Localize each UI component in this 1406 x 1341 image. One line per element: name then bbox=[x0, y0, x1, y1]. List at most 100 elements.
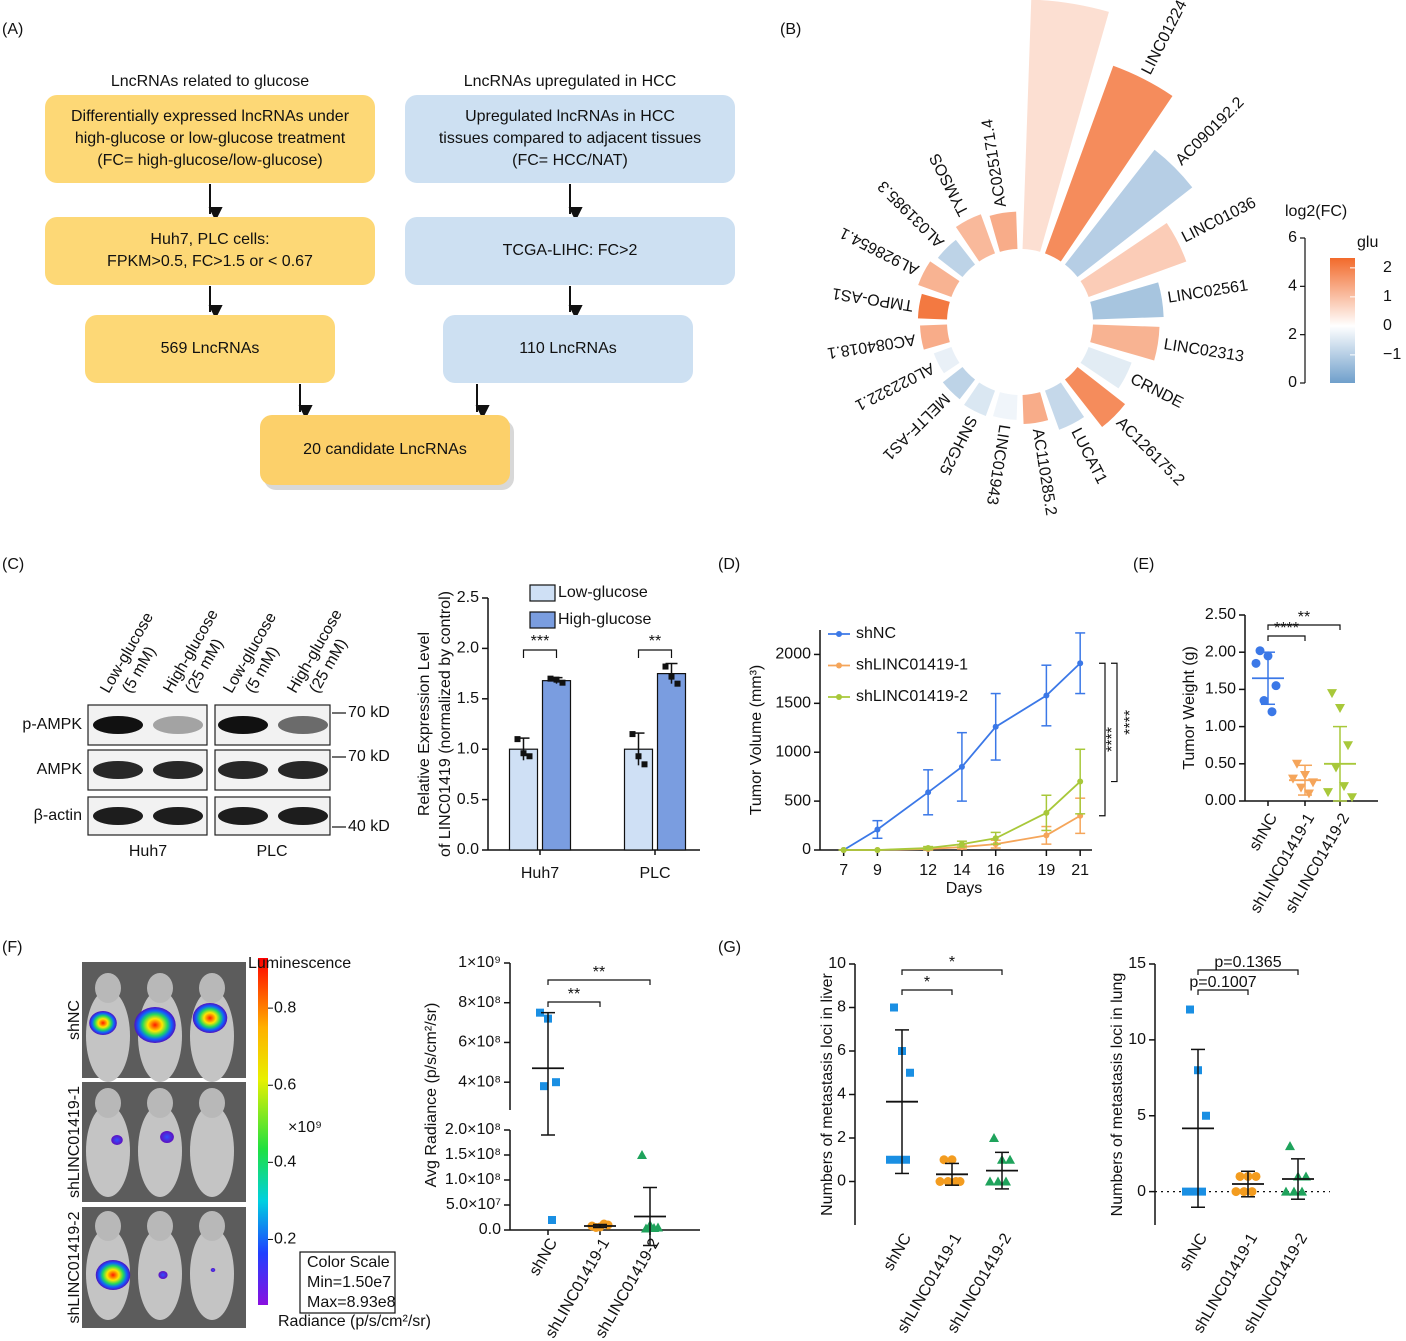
legend-tick-label: 6 bbox=[1288, 229, 1297, 246]
significance-bracket bbox=[547, 979, 651, 985]
category-label: AC126175.2 bbox=[1113, 414, 1188, 489]
flow-node bbox=[443, 315, 693, 383]
y-tick-label: 2.00 bbox=[1205, 643, 1236, 660]
data-point bbox=[1255, 646, 1265, 656]
data-point bbox=[1043, 809, 1050, 816]
signal-blob bbox=[89, 1011, 117, 1035]
data-point bbox=[894, 1155, 902, 1164]
significance-label: *** bbox=[531, 633, 550, 650]
y-tick-label: 2.0×10⁸ bbox=[445, 1121, 501, 1138]
data-point bbox=[1043, 832, 1050, 839]
marker-label: 70 kD bbox=[348, 704, 390, 721]
blot-band bbox=[93, 761, 143, 779]
blot-band bbox=[153, 716, 203, 734]
significance-label: * bbox=[949, 954, 955, 971]
color-scale-text: Min=1.50e7 bbox=[307, 1274, 391, 1291]
mouse-head bbox=[95, 973, 121, 1003]
data-point bbox=[1304, 789, 1314, 799]
data-point bbox=[874, 826, 881, 833]
radial-bar bbox=[955, 214, 996, 262]
panel-label: (A) bbox=[2, 21, 23, 38]
data-point bbox=[1327, 689, 1337, 699]
node-text: (FC= HCC/NAT) bbox=[512, 152, 628, 169]
blot-band bbox=[218, 761, 268, 779]
node-text: Differentially expressed lncRNAs under bbox=[71, 108, 350, 125]
significance-bracket bbox=[522, 649, 558, 658]
data-point bbox=[536, 1008, 544, 1017]
data-point bbox=[935, 1177, 945, 1186]
y-tick-label: 0 bbox=[837, 1173, 846, 1190]
data-point bbox=[1289, 1186, 1299, 1196]
y-tick-label: 6 bbox=[837, 1042, 846, 1059]
category-label: CRNDE bbox=[1127, 371, 1185, 412]
y-tick-label: 1.50 bbox=[1205, 681, 1236, 698]
y-axis-title: Numbers of metastasis loci in lung bbox=[1109, 973, 1126, 1217]
blot-band bbox=[278, 716, 328, 734]
y-axis-title: Tumor Weight (g) bbox=[1181, 646, 1198, 770]
legend-marker bbox=[836, 694, 842, 700]
colorbar-label: 0.8 bbox=[274, 999, 296, 1016]
category-label: LINC02561 bbox=[1167, 277, 1250, 306]
radial-bar bbox=[1080, 223, 1187, 298]
data-point bbox=[1331, 763, 1341, 773]
unit-label: Radiance (p/s/cm²/sr) bbox=[278, 1313, 431, 1330]
panel-label: (G) bbox=[718, 939, 741, 956]
category-label: AL031985.3 bbox=[875, 177, 948, 250]
data-point bbox=[637, 1150, 647, 1159]
data-point bbox=[1182, 1187, 1190, 1196]
legend-label: shLINC01419-2 bbox=[856, 688, 968, 705]
colorbar bbox=[258, 958, 268, 1305]
data-point bbox=[1339, 782, 1349, 792]
y-tick-label: 2.5 bbox=[457, 589, 479, 606]
mouse-head bbox=[147, 973, 173, 1003]
legend-label: shNC bbox=[856, 625, 896, 642]
node-text: Huh7, PLC cells: bbox=[150, 231, 269, 248]
group-label: shLINC01419-1 bbox=[66, 1086, 83, 1198]
radial-bar bbox=[917, 293, 950, 320]
y-tick-label: 10 bbox=[1128, 1031, 1146, 1048]
legend-swatch bbox=[529, 611, 556, 629]
radial-bar bbox=[1044, 382, 1085, 430]
data-point bbox=[553, 676, 560, 683]
data-point bbox=[1271, 681, 1281, 691]
color-tick-label: 0 bbox=[1383, 317, 1392, 334]
data-point bbox=[874, 847, 881, 853]
flow-header: LncRNAs upregulated in HCC bbox=[464, 73, 677, 90]
radial-bar bbox=[1064, 366, 1126, 428]
y-tick-label: 0.0 bbox=[457, 841, 479, 858]
color-tick-label: 1 bbox=[1383, 288, 1392, 305]
mouse-head bbox=[199, 1088, 225, 1118]
colorbar-label: 0.2 bbox=[274, 1231, 296, 1248]
mouse-head bbox=[147, 1088, 173, 1118]
data-point bbox=[1186, 1005, 1194, 1014]
blot-band bbox=[278, 807, 328, 825]
signal-blob bbox=[158, 1271, 168, 1279]
y-axis-title: of LINC01419 (normalized by control) bbox=[437, 591, 454, 857]
node-text: TCGA-LIHC: FC>2 bbox=[503, 242, 638, 259]
data-point bbox=[992, 723, 999, 730]
radial-bar bbox=[1064, 149, 1193, 278]
mouse-body bbox=[138, 1105, 182, 1197]
signal-blob bbox=[95, 1260, 131, 1290]
radial-bar bbox=[989, 211, 1018, 252]
bar bbox=[508, 748, 539, 851]
data-point bbox=[641, 1223, 651, 1233]
y-tick-label: 15 bbox=[1128, 955, 1146, 972]
significance-bracket bbox=[1111, 662, 1118, 783]
data-point bbox=[1077, 778, 1084, 785]
data-point bbox=[1343, 741, 1353, 751]
marker-label: 40 kD bbox=[348, 818, 390, 835]
group-label: shLINC01419-2 bbox=[66, 1211, 83, 1323]
data-point bbox=[1267, 707, 1277, 717]
y-tick-label: 1.5×10⁸ bbox=[445, 1146, 501, 1163]
category-label: AL022322.1 bbox=[852, 359, 937, 413]
node-text: 110 LncRNAs bbox=[519, 340, 617, 357]
data-point bbox=[1288, 774, 1298, 784]
node-text: 20 candidate LncRNAs bbox=[303, 441, 467, 458]
flow-node bbox=[405, 95, 735, 183]
x-tick-label: PLC bbox=[639, 865, 670, 882]
x-tick-label: 9 bbox=[873, 862, 882, 879]
legend-marker bbox=[836, 662, 842, 669]
legend-swatch bbox=[529, 584, 556, 602]
